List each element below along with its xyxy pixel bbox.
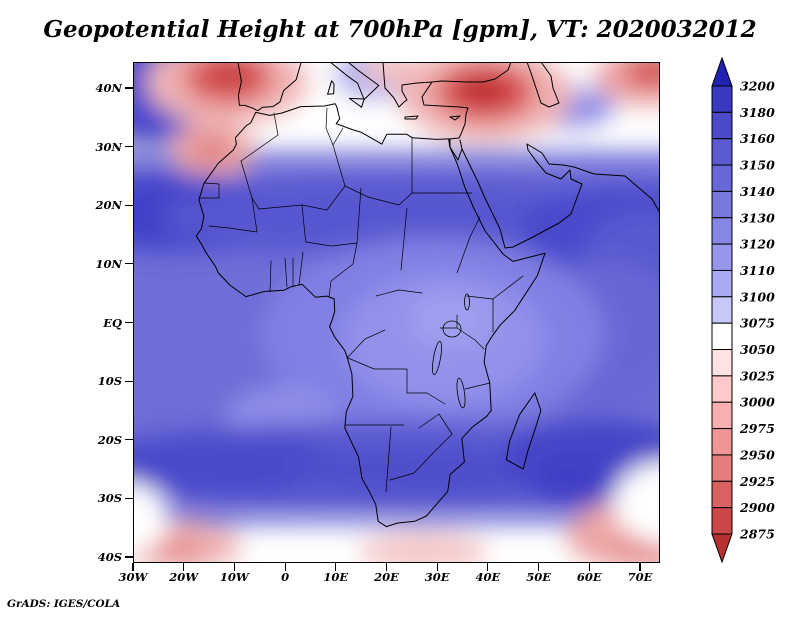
lat-tick-40S <box>125 556 133 558</box>
lon-tick-10E <box>335 563 337 571</box>
colorbar-label-3025: 3025 <box>740 368 775 383</box>
colorbar-label-3120: 3120 <box>740 237 775 252</box>
colorbar-segment <box>711 375 733 403</box>
lon-tick-20W <box>183 563 185 571</box>
colorbar-label-2975: 2975 <box>739 421 775 436</box>
lon-label-0: 0 <box>281 570 290 584</box>
colorbar-segment <box>711 401 733 430</box>
lake-turkana <box>464 293 470 311</box>
colorbar-segment <box>711 164 733 192</box>
colorbar-canvas: 3200 3180 3160 3150 3140 3130 3120 3110 3100 3075… <box>711 56 775 564</box>
lon-label-30E: 30E <box>424 570 450 584</box>
lon-tick-20E <box>385 563 388 571</box>
colorbar-segment <box>711 111 733 140</box>
lat-label-30S: 30S <box>97 491 122 506</box>
colorbar-segment <box>711 217 733 245</box>
field-shading <box>133 62 660 563</box>
lon-label-20W: 20W <box>169 570 199 584</box>
colorbar-arrow-bottom <box>711 533 733 564</box>
lat-tick-10N <box>125 263 133 265</box>
lat-tick-EQ <box>125 321 133 324</box>
lat-tick-30N <box>125 146 133 148</box>
lat-label-20S: 20S <box>97 432 122 447</box>
lon-label-40E: 40E <box>475 570 501 584</box>
lat-label-30N: 30N <box>95 139 122 154</box>
colorbar-segment <box>711 428 733 456</box>
lon-label-60E: 60E <box>576 570 602 584</box>
lat-label-40N: 40N <box>95 81 122 95</box>
plot-frame <box>133 62 660 563</box>
colorbar-label-3180: 3180 <box>740 105 775 120</box>
colorbar-segment <box>711 349 733 377</box>
colorbar-label-3000: 3000 <box>740 395 775 410</box>
colorbar-segment <box>711 507 733 535</box>
colorbar-segment <box>711 296 733 324</box>
lat-tick-30S <box>125 497 133 499</box>
lon-tick-30E <box>436 563 438 571</box>
country-borders <box>198 107 524 493</box>
colorbar-label-3110: 3110 <box>740 263 775 278</box>
colorbar-label-3140: 3140 <box>740 184 775 199</box>
lon-label-70E: 70E <box>627 570 653 584</box>
colorbar-label-3200: 3200 <box>740 79 775 94</box>
colorbar-segment <box>711 454 733 482</box>
lon-tick-40E <box>487 563 489 571</box>
colorbar-segment <box>711 322 733 351</box>
lat-label-40S: 40S <box>97 550 122 564</box>
chart-title: Geopotential Height at 700hPa [gpm], VT:… <box>43 16 757 43</box>
lon-tick-30W <box>132 563 134 571</box>
lon-label-30W: 30W <box>118 570 148 584</box>
lakes <box>432 293 470 409</box>
lon-label-10E: 10E <box>323 570 349 584</box>
colorbar-label-3160: 3160 <box>740 131 775 146</box>
colorbar-label-3100: 3100 <box>740 289 775 304</box>
colorbar-label-3130: 3130 <box>740 210 775 225</box>
lon-tick-0 <box>284 563 286 571</box>
lon-label-10W: 10W <box>219 570 249 584</box>
coastlines <box>195 62 660 528</box>
lat-tick-20S <box>125 439 133 441</box>
colorbar-label-3150: 3150 <box>740 158 775 173</box>
lat-tick-10S <box>125 380 133 382</box>
lake-malawi <box>456 377 466 409</box>
colorbar-segment <box>711 85 733 113</box>
colorbar-label-2950: 2950 <box>739 447 775 462</box>
lat-tick-40N <box>125 87 133 89</box>
colorbar-label-2875: 2875 <box>739 527 775 542</box>
colorbar-segment <box>711 269 733 298</box>
lat-tick-20N <box>125 204 133 206</box>
colorbar-segment <box>711 138 733 166</box>
colorbar-label-2925: 2925 <box>739 474 775 489</box>
map-plot <box>133 62 660 563</box>
lon-tick-70E <box>639 563 641 571</box>
colorbar-segment <box>711 243 733 271</box>
colorbar-label-3050: 3050 <box>740 342 775 357</box>
lon-label-50E: 50E <box>526 570 551 584</box>
colorbar-arrow-top <box>711 56 733 87</box>
map-canvas <box>133 62 660 563</box>
colorbar-segment <box>711 190 733 219</box>
colorbar-label-2900: 2900 <box>739 500 775 515</box>
lon-tick-50E <box>538 563 540 571</box>
lon-label-20E: 20E <box>374 570 399 584</box>
lat-label-EQ: EQ <box>103 315 122 330</box>
lake-victoria <box>442 320 462 338</box>
colorbar-segment <box>711 480 733 509</box>
lake-tanganyika <box>432 340 442 376</box>
lat-label-10S: 10S <box>97 374 122 389</box>
lon-tick-10W <box>233 563 235 571</box>
lat-label-20N: 20N <box>95 198 122 213</box>
lon-tick-60E <box>588 563 590 571</box>
lat-label-10N: 10N <box>95 256 122 271</box>
colorbar-label-3075: 3075 <box>740 316 775 331</box>
grads-credit: GrADS: IGES/COLA <box>7 598 121 610</box>
colorbar: 3200 3180 3160 3150 3140 3130 3120 3110 3100 3075… <box>704 54 800 570</box>
